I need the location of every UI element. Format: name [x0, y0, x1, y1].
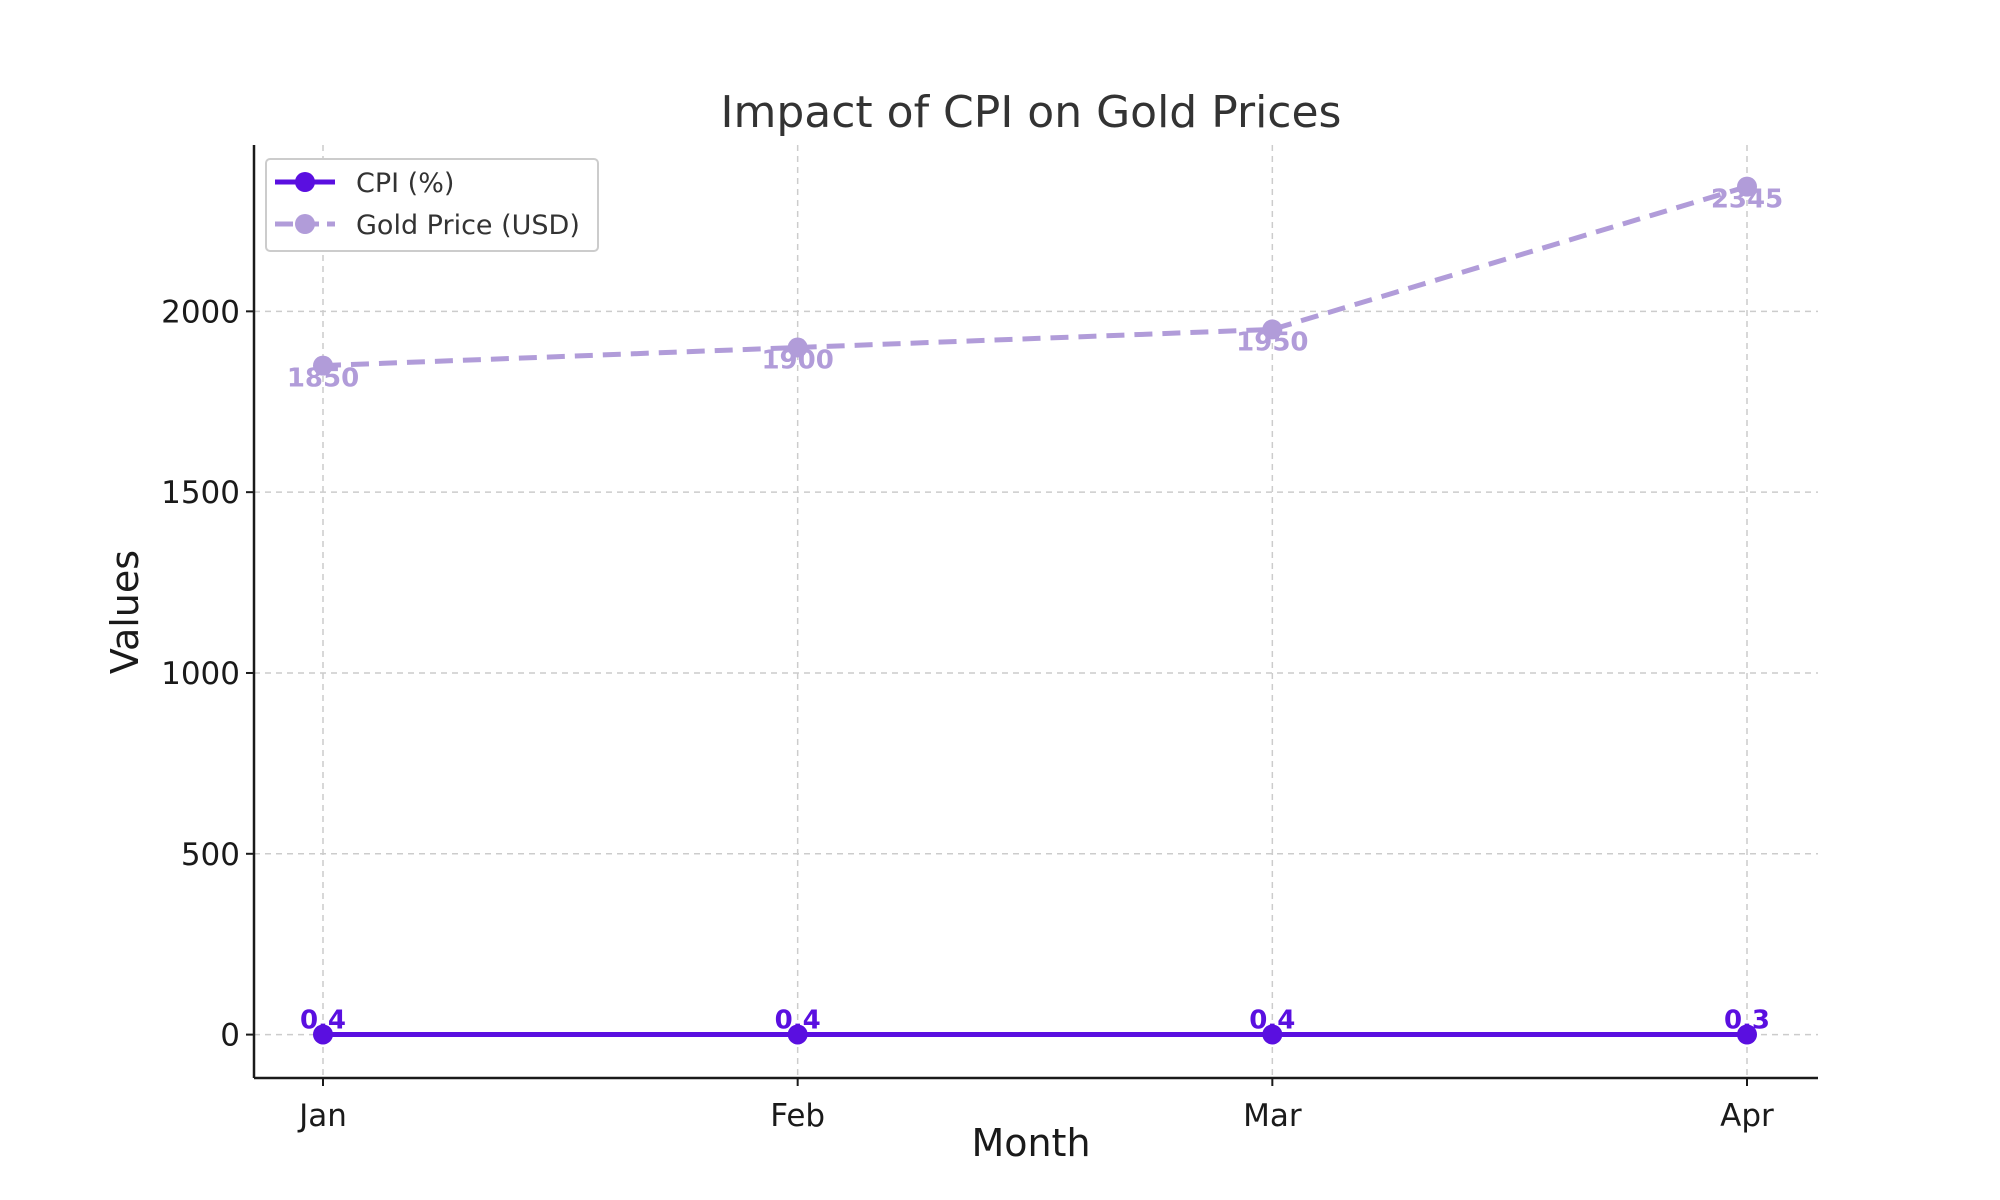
series-1-point-0: [313, 355, 333, 376]
y-tick-label-4: 2000: [161, 294, 240, 330]
legend-marker-gold: [295, 214, 315, 234]
legend-label-cpi: CPI (%): [356, 168, 454, 199]
legend-label-gold: Gold Price (USD): [356, 210, 580, 241]
x-axis-title: Month: [971, 1121, 1090, 1165]
series-1-data-label-1: 1900: [761, 346, 833, 376]
x-tick-label-2: Mar: [1243, 1098, 1302, 1134]
series-0-point-3: [1737, 1024, 1757, 1045]
ticks-layer: 0 500 1000 1500 2000 Jan Feb Mar Apr: [161, 294, 1774, 1134]
series-1-data-label-0: 1850: [287, 364, 359, 394]
series-0-data-label-2: 0.4: [1249, 1005, 1295, 1035]
series-0-point-2: [1262, 1024, 1283, 1045]
data-labels-layer: 0.4 0.4 0.4 0.3 1850 1900 1950 2345: [287, 185, 1783, 1036]
x-tick-label-0: Jan: [297, 1098, 347, 1134]
axes-layer: [252, 145, 1818, 1080]
series-1-data-label-2: 1950: [1236, 327, 1308, 357]
series-1-point-3: [1737, 176, 1757, 197]
chart-title: Impact of CPI on Gold Prices: [721, 87, 1342, 138]
series-0-point-1: [787, 1024, 808, 1045]
series-0-point-0: [313, 1024, 333, 1045]
x-tick-label-3: Apr: [1720, 1098, 1774, 1134]
legend: CPI (%) Gold Price (USD): [265, 158, 599, 252]
series-0-data-label-0: 0.4: [300, 1005, 346, 1035]
y-axis-title: Values: [103, 550, 147, 674]
y-tick-label-0: 0: [220, 1018, 240, 1054]
y-tick-label-3: 1500: [161, 475, 240, 511]
series-layer: [313, 176, 1757, 1045]
y-tick-label-2: 1000: [161, 656, 240, 692]
series-line-1: [322, 184, 1748, 369]
grid-layer: [254, 145, 1818, 1078]
series-1-point-2: [1262, 319, 1283, 340]
series-0-data-label-1: 0.4: [775, 1005, 821, 1035]
legend-marker-cpi: [295, 172, 315, 192]
series-1-data-label-3: 2345: [1711, 185, 1783, 215]
series-1-point-1: [787, 337, 808, 358]
y-tick-label-1: 500: [181, 837, 240, 873]
series-0-data-label-3: 0.3: [1724, 1005, 1770, 1035]
x-tick-label-1: Feb: [770, 1098, 825, 1134]
legend-box: [265, 158, 599, 252]
